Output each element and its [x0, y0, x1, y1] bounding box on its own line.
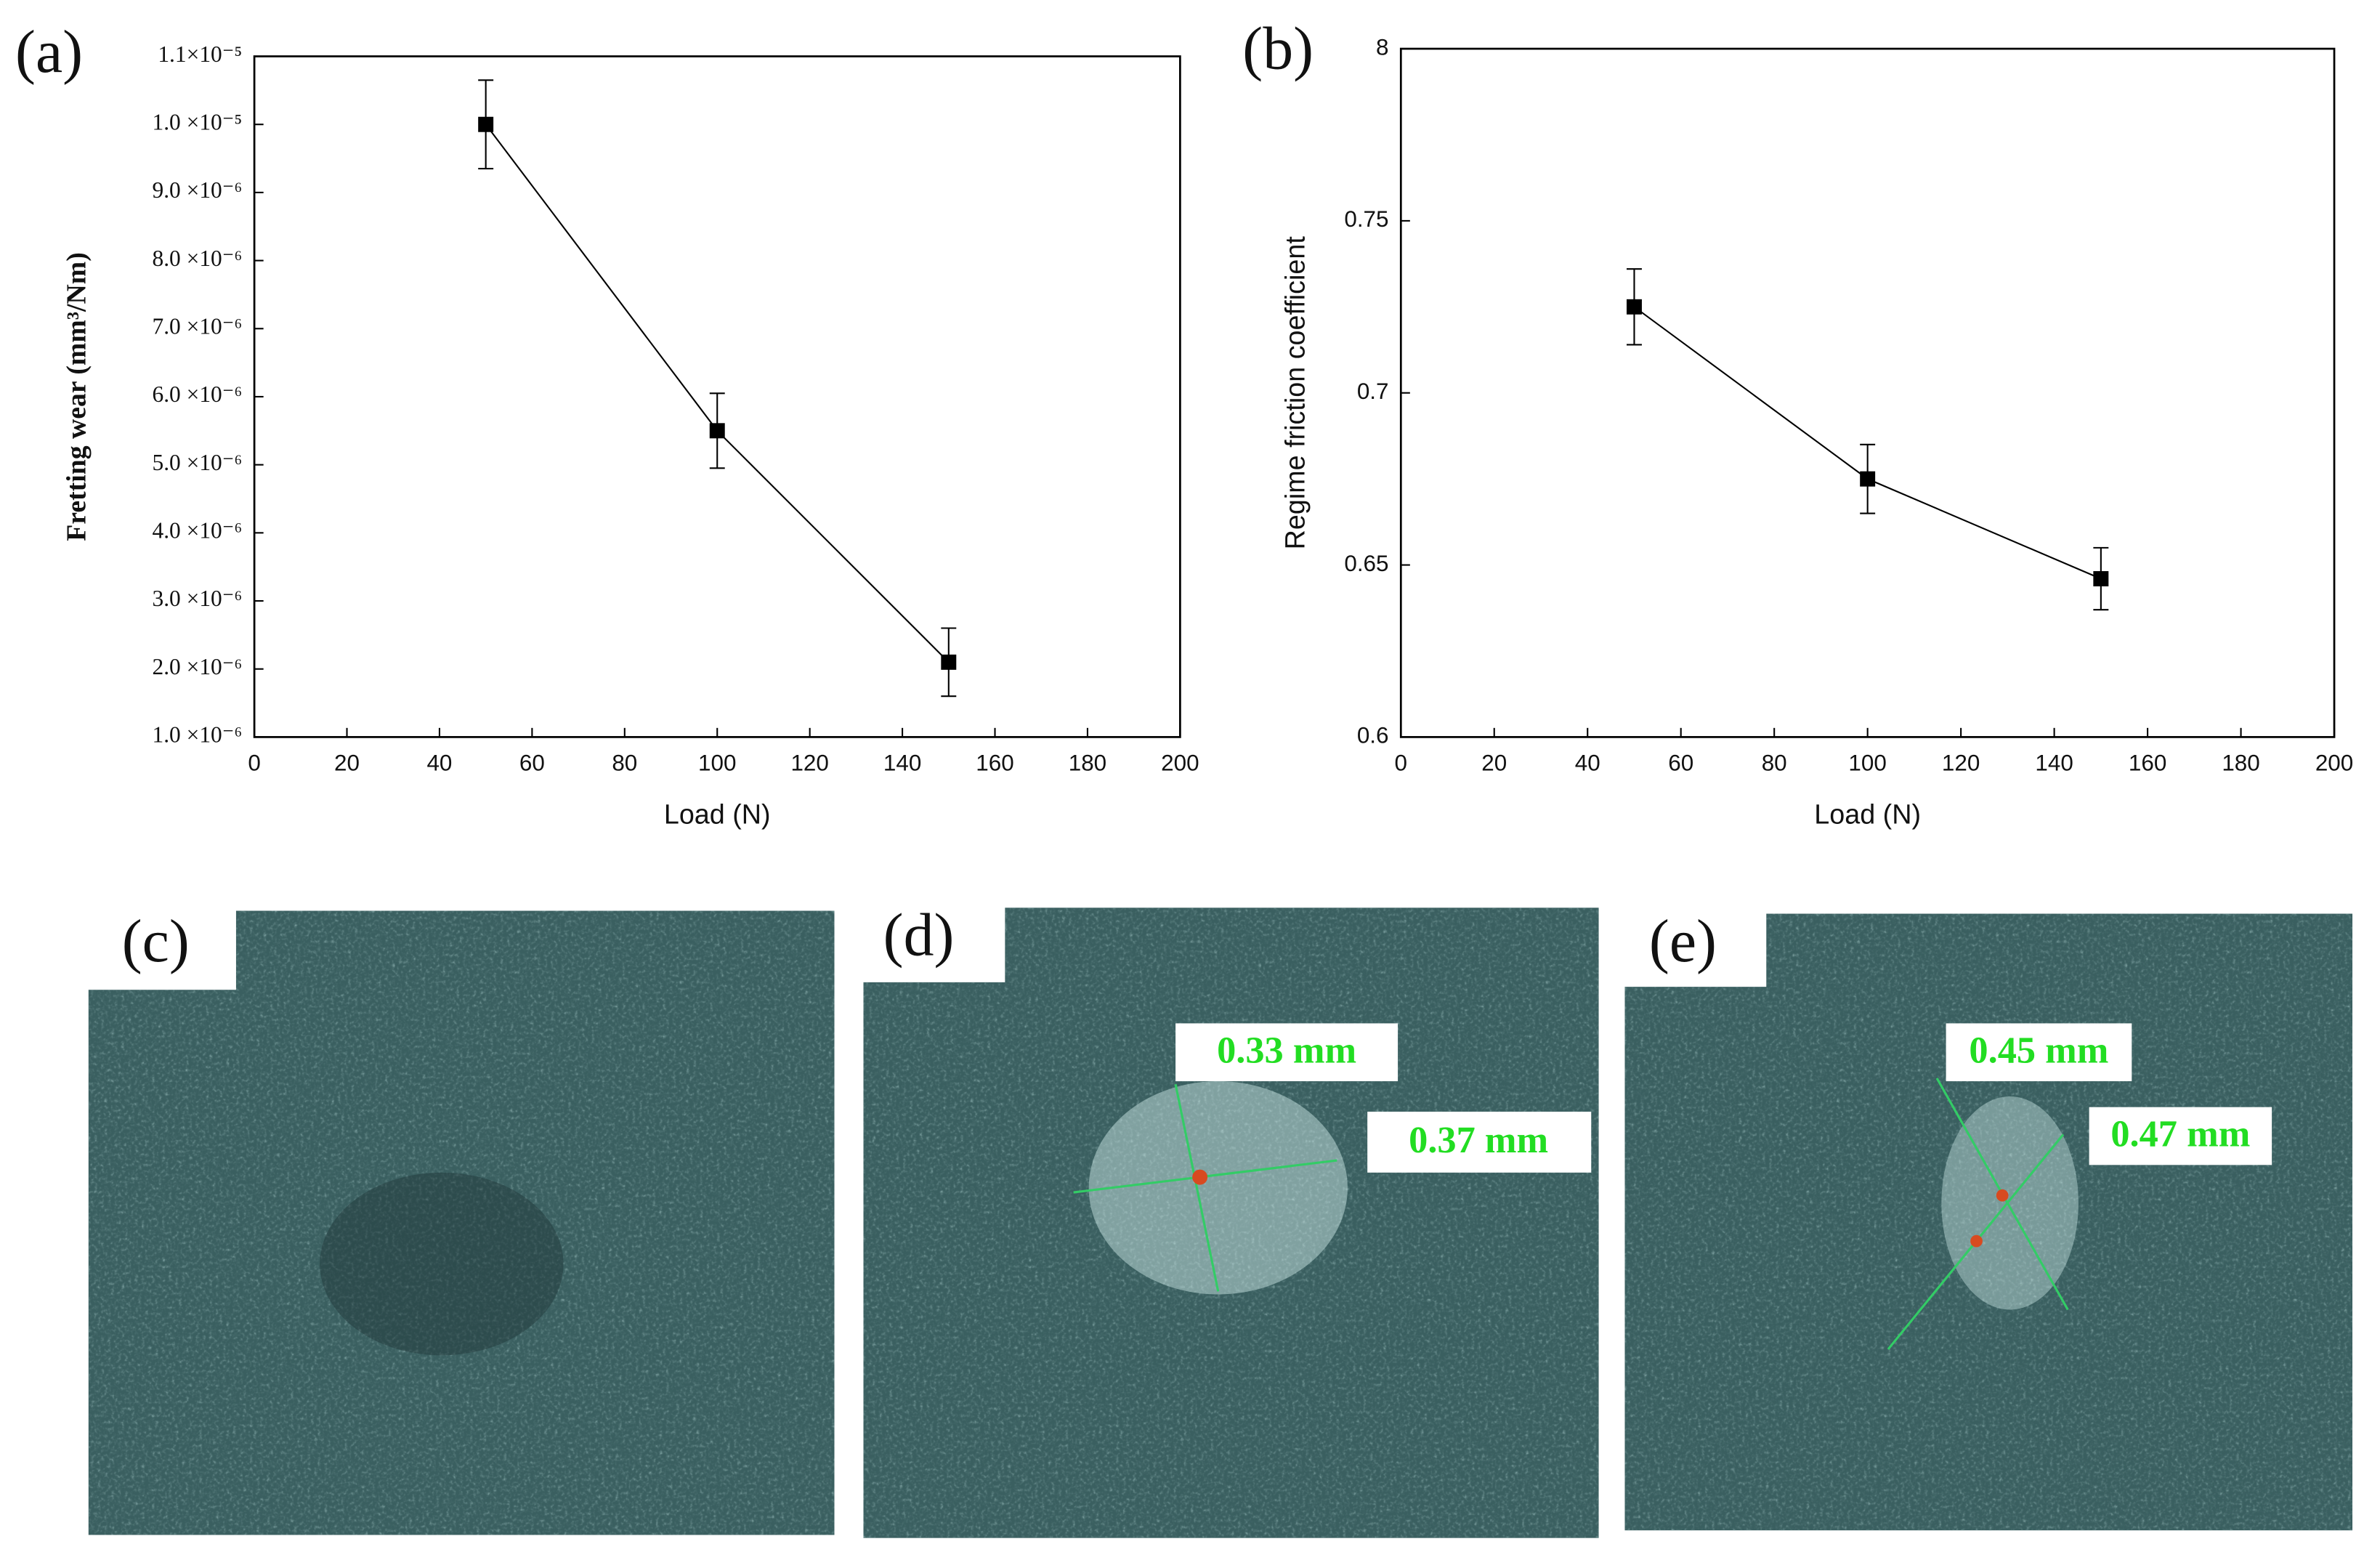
y-axis-title: Regime friction coefficient [1280, 236, 1311, 550]
measurement: 0.33 mm [1217, 1029, 1356, 1071]
x-tick-label: 200 [2315, 750, 2353, 775]
y-tick-label: 8 [1376, 34, 1388, 60]
micrograph-d [863, 908, 1599, 1538]
y-tick-label: 4.0 ×10⁻⁶ [152, 518, 242, 543]
x-tick-label: 40 [1575, 750, 1600, 775]
measure-box [1175, 1023, 1399, 1082]
plot-frame [1399, 47, 2336, 738]
y-tick-label: 7.0 ×10⁻⁶ [152, 314, 242, 339]
data-point [1626, 299, 1642, 315]
x-tick-label: 140 [883, 750, 921, 775]
y-tick-label: 9.0 ×10⁻⁶ [152, 177, 242, 203]
y-tick-label: 0.65 [1344, 551, 1388, 576]
y-tick-label: 0.6 [1357, 723, 1389, 748]
x-tick-label: 20 [1481, 750, 1507, 775]
x-tick-label: 80 [612, 750, 637, 775]
x-tick-label: 100 [698, 750, 736, 775]
x-tick-label: 160 [976, 750, 1013, 775]
data-line [1633, 306, 2102, 580]
measure-box [2089, 1107, 2272, 1165]
panel-label: (e) [1649, 908, 1717, 975]
data-point [941, 654, 957, 670]
micrograph-e [1624, 913, 2353, 1531]
chart: (a) 0 20 40 60 80 100 120 140 160 180 200 1.0 ×10⁻⁶ 2… [15, 18, 1199, 829]
panel-label: (a) [15, 18, 83, 86]
x-axis-title: Load (N) [664, 799, 771, 829]
data-point [1860, 471, 1876, 487]
micrograph-c [88, 910, 835, 1535]
measure-box [1946, 1023, 2132, 1082]
x-tick-label: 0 [1395, 750, 1407, 775]
data-point [478, 116, 494, 132]
y-tick-label: 1.1×10⁻⁵ [158, 41, 242, 67]
panel-label: (b) [1242, 15, 1314, 83]
x-tick-label: 40 [426, 750, 452, 775]
micrographs: (c) (d) (e) 0.33 mm 0.37 mm 0.45 mm 0.47… [88, 901, 2353, 1538]
x-tick-label: 80 [1762, 750, 1787, 775]
x-tick-label: 120 [1942, 750, 1980, 775]
y-tick-label: 8.0 ×10⁻⁶ [152, 246, 242, 271]
chart: (b) 0 20 40 60 80 100 120 140 160 180 200 0.6 0.65 0.7… [1242, 15, 2353, 830]
measurement: 0.37 mm [1409, 1119, 1548, 1161]
data-point [709, 423, 725, 439]
x-tick-label: 180 [1069, 750, 1106, 775]
x-tick-label: 0 [248, 750, 260, 775]
y-tick-label: 6.0 ×10⁻⁶ [152, 381, 242, 407]
y-tick-label: 3.0 ×10⁻⁶ [152, 586, 242, 611]
y-axis-title: Fretting wear (mm³/Nm) [62, 252, 92, 541]
y-tick-label: 5.0 ×10⁻⁶ [152, 450, 242, 475]
measure-box [1367, 1111, 1592, 1173]
x-tick-label: 100 [1848, 750, 1886, 775]
x-tick-label: 20 [334, 750, 360, 775]
y-tick-label: 1.0 ×10⁻⁵ [152, 109, 242, 134]
measurement: 0.45 mm [1969, 1029, 2108, 1071]
measurement: 0.47 mm [2110, 1113, 2250, 1155]
x-tick-label: 140 [2035, 750, 2073, 775]
x-tick-label: 120 [790, 750, 828, 775]
x-tick-label: 160 [2129, 750, 2166, 775]
x-axis-title: Load (N) [1814, 799, 1921, 829]
x-tick-label: 60 [519, 750, 545, 775]
y-tick-label: 0.7 [1357, 379, 1389, 404]
y-tick-label: 0.75 [1344, 206, 1388, 232]
x-tick-label: 180 [2222, 750, 2259, 775]
data-point [2093, 571, 2109, 586]
y-tick-label: 1.0 ×10⁻⁶ [152, 722, 242, 748]
y-tick-label: 2.0 ×10⁻⁶ [152, 654, 242, 679]
x-tick-label: 60 [1668, 750, 1693, 775]
panel-label: (c) [122, 908, 190, 975]
x-tick-label: 200 [1161, 750, 1199, 775]
panel-label: (d) [883, 901, 955, 969]
